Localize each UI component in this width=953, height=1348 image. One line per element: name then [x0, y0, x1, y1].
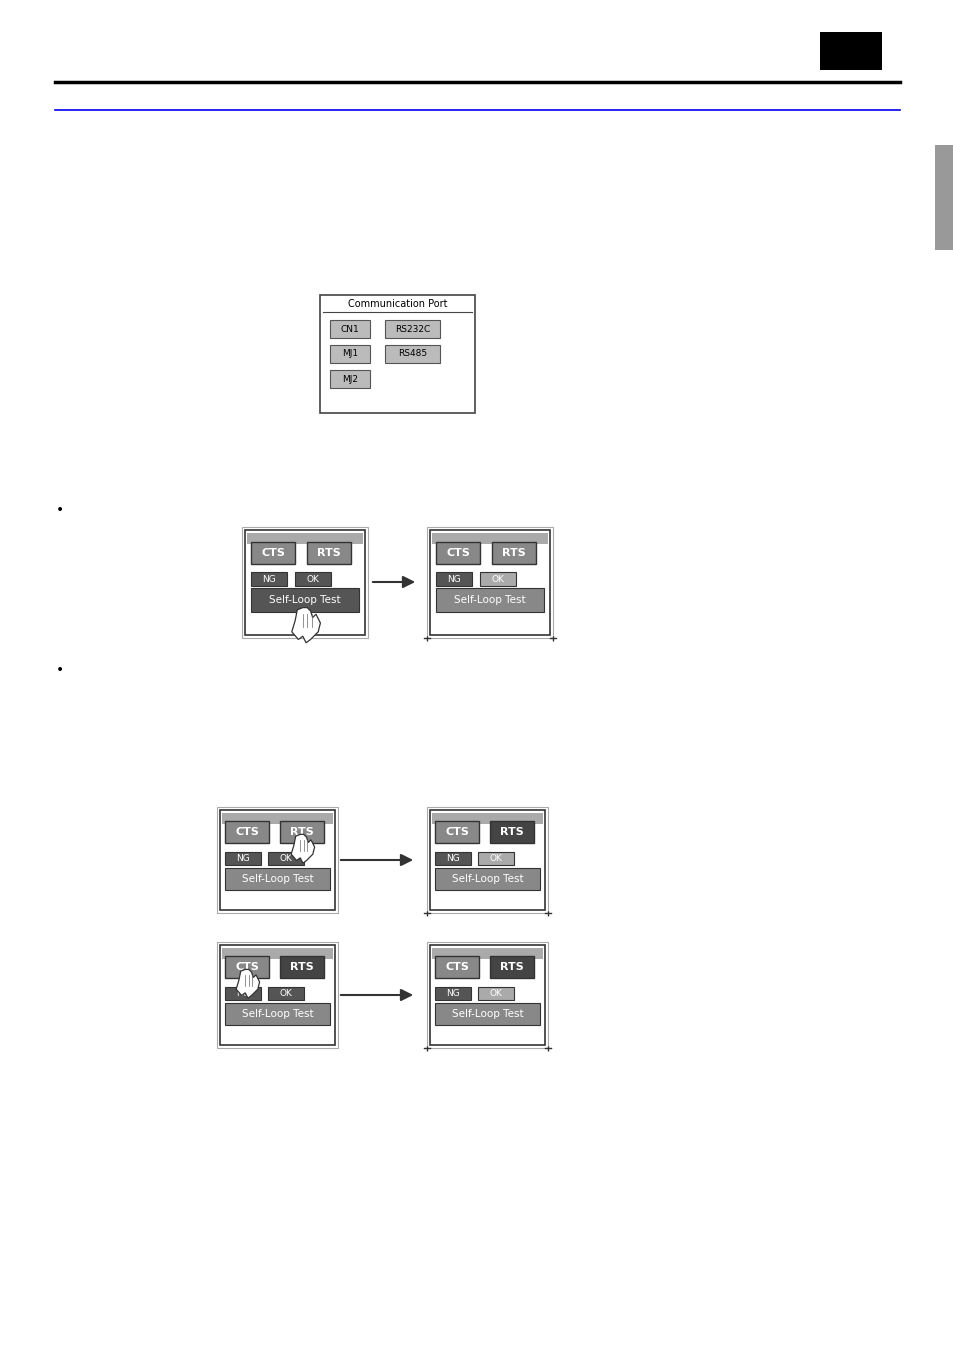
FancyBboxPatch shape	[330, 369, 370, 388]
Text: NG: NG	[262, 574, 275, 584]
FancyBboxPatch shape	[251, 572, 287, 586]
Text: Self-Loop Test: Self-Loop Test	[241, 1010, 313, 1019]
Text: RTS: RTS	[316, 549, 340, 558]
FancyBboxPatch shape	[430, 945, 544, 1045]
Text: RTS: RTS	[499, 828, 523, 837]
Text: OK: OK	[279, 855, 293, 863]
FancyBboxPatch shape	[268, 852, 304, 865]
FancyBboxPatch shape	[225, 987, 261, 1000]
Text: NG: NG	[236, 855, 250, 863]
FancyBboxPatch shape	[225, 956, 269, 979]
FancyBboxPatch shape	[490, 956, 534, 979]
FancyBboxPatch shape	[427, 527, 553, 638]
Text: MJ1: MJ1	[341, 349, 357, 359]
Polygon shape	[292, 608, 320, 643]
Text: OK: OK	[489, 855, 502, 863]
Text: NG: NG	[446, 855, 459, 863]
FancyBboxPatch shape	[225, 868, 330, 890]
FancyBboxPatch shape	[251, 588, 358, 612]
FancyBboxPatch shape	[435, 852, 471, 865]
Text: RTS: RTS	[499, 962, 523, 972]
Text: CTS: CTS	[445, 962, 469, 972]
FancyBboxPatch shape	[432, 948, 542, 958]
FancyBboxPatch shape	[435, 956, 478, 979]
FancyBboxPatch shape	[820, 32, 882, 70]
FancyBboxPatch shape	[479, 572, 516, 586]
FancyBboxPatch shape	[330, 345, 370, 363]
Text: CTS: CTS	[234, 962, 258, 972]
FancyBboxPatch shape	[225, 1003, 330, 1024]
FancyBboxPatch shape	[268, 987, 304, 1000]
Text: CTS: CTS	[261, 549, 285, 558]
Text: Self-Loop Test: Self-Loop Test	[451, 1010, 523, 1019]
Text: Self-Loop Test: Self-Loop Test	[451, 874, 523, 884]
FancyBboxPatch shape	[430, 810, 544, 910]
FancyBboxPatch shape	[280, 956, 324, 979]
FancyBboxPatch shape	[307, 542, 351, 563]
FancyBboxPatch shape	[251, 542, 294, 563]
Text: •: •	[56, 503, 64, 518]
FancyBboxPatch shape	[432, 532, 547, 545]
Text: CTS: CTS	[445, 828, 469, 837]
FancyBboxPatch shape	[432, 813, 542, 824]
FancyBboxPatch shape	[247, 532, 363, 545]
Text: RS232C: RS232C	[395, 325, 430, 333]
FancyBboxPatch shape	[385, 345, 439, 363]
Text: Self-Loop Test: Self-Loop Test	[269, 594, 340, 605]
FancyBboxPatch shape	[242, 527, 368, 638]
Text: NG: NG	[446, 989, 459, 998]
FancyBboxPatch shape	[216, 942, 337, 1047]
Text: CTS: CTS	[446, 549, 470, 558]
FancyBboxPatch shape	[477, 852, 514, 865]
Text: MJ2: MJ2	[341, 375, 357, 383]
Text: NG: NG	[447, 574, 460, 584]
FancyBboxPatch shape	[427, 807, 547, 913]
Text: OK: OK	[491, 574, 504, 584]
Text: OK: OK	[279, 989, 293, 998]
FancyBboxPatch shape	[319, 295, 475, 412]
FancyBboxPatch shape	[222, 813, 333, 824]
FancyBboxPatch shape	[216, 807, 337, 913]
FancyBboxPatch shape	[220, 810, 335, 910]
FancyBboxPatch shape	[490, 821, 534, 842]
FancyBboxPatch shape	[477, 987, 514, 1000]
FancyBboxPatch shape	[225, 852, 261, 865]
FancyBboxPatch shape	[436, 542, 479, 563]
FancyBboxPatch shape	[435, 868, 539, 890]
FancyBboxPatch shape	[435, 987, 471, 1000]
Text: NG: NG	[236, 989, 250, 998]
FancyBboxPatch shape	[385, 319, 439, 338]
FancyBboxPatch shape	[220, 945, 335, 1045]
Text: RTS: RTS	[290, 962, 314, 972]
Text: CN1: CN1	[340, 325, 359, 333]
FancyBboxPatch shape	[330, 319, 370, 338]
Text: •: •	[56, 663, 64, 677]
Text: Self-Loop Test: Self-Loop Test	[454, 594, 525, 605]
Text: RS485: RS485	[397, 349, 427, 359]
Text: Communication Port: Communication Port	[348, 299, 447, 309]
FancyBboxPatch shape	[280, 821, 324, 842]
FancyBboxPatch shape	[245, 530, 365, 635]
FancyBboxPatch shape	[436, 588, 543, 612]
FancyBboxPatch shape	[492, 542, 536, 563]
FancyBboxPatch shape	[294, 572, 331, 586]
FancyBboxPatch shape	[435, 1003, 539, 1024]
Polygon shape	[236, 969, 259, 999]
Polygon shape	[291, 834, 314, 863]
FancyBboxPatch shape	[435, 821, 478, 842]
Text: CTS: CTS	[234, 828, 258, 837]
FancyBboxPatch shape	[427, 942, 547, 1047]
Text: OK: OK	[489, 989, 502, 998]
FancyBboxPatch shape	[222, 948, 333, 958]
Text: RTS: RTS	[501, 549, 525, 558]
FancyBboxPatch shape	[934, 146, 953, 249]
Text: OK: OK	[306, 574, 319, 584]
FancyBboxPatch shape	[225, 821, 269, 842]
FancyBboxPatch shape	[430, 530, 550, 635]
FancyBboxPatch shape	[436, 572, 472, 586]
Text: Self-Loop Test: Self-Loop Test	[241, 874, 313, 884]
Text: RTS: RTS	[290, 828, 314, 837]
